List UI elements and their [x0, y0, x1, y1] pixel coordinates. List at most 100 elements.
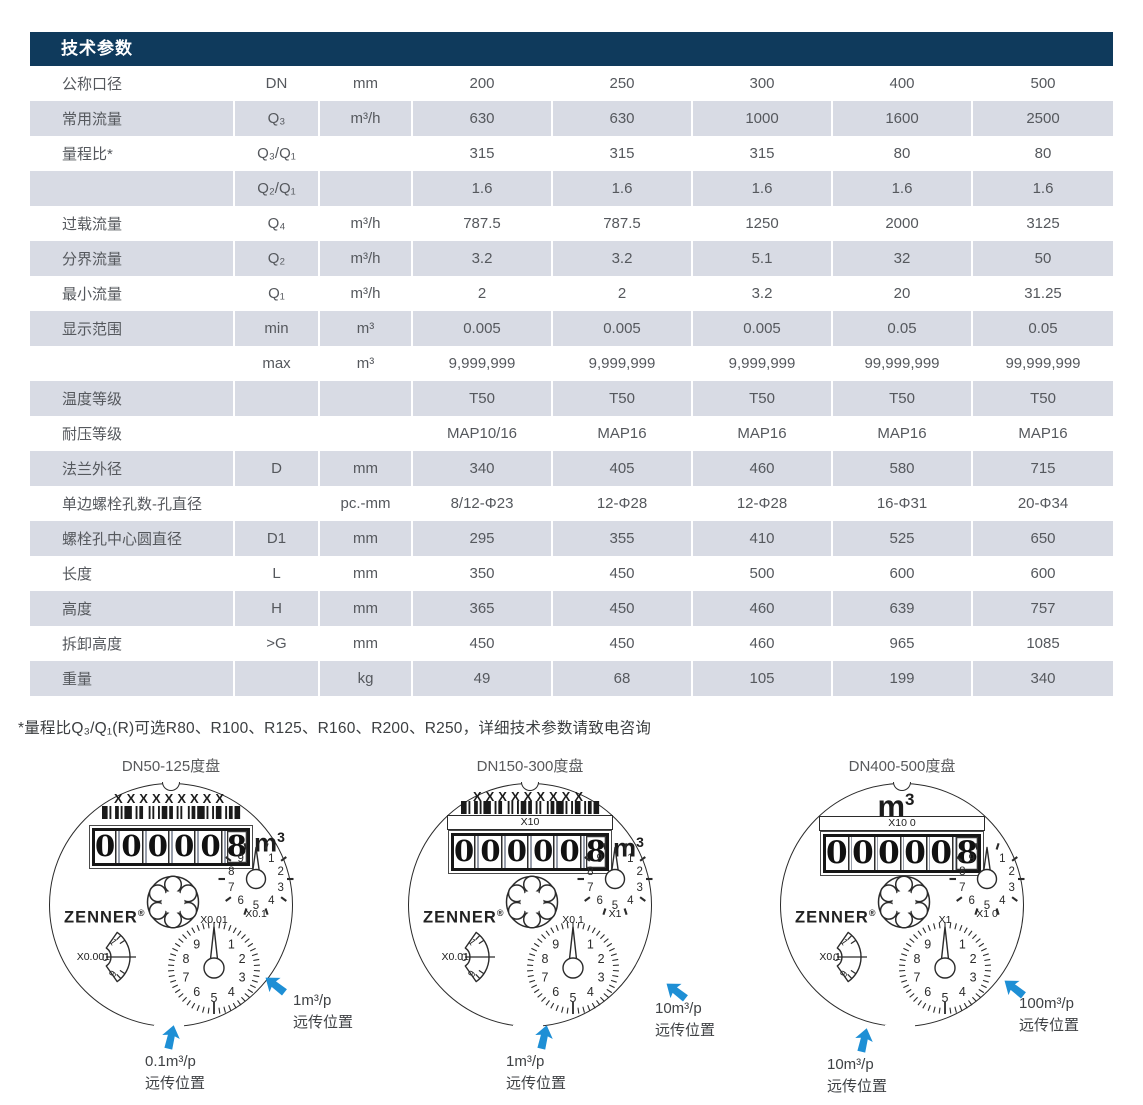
row-value: 340 — [973, 661, 1113, 696]
svg-text:5: 5 — [942, 991, 949, 1005]
svg-text:1: 1 — [837, 937, 849, 948]
row-value: MAP10/16 — [413, 416, 553, 451]
svg-text:9: 9 — [552, 937, 559, 951]
arrow-up-icon — [528, 1021, 559, 1052]
table-row: 最小流量 Q₁ m³/h 2 2 3.2 20 31.25 — [30, 276, 1113, 311]
roller-separator — [847, 837, 853, 870]
svg-text:7: 7 — [228, 882, 234, 894]
row-unit — [320, 136, 413, 171]
odometer-digit: 0 — [454, 834, 475, 868]
row-value: 757 — [973, 591, 1113, 626]
transmitter-position-label: 远传位置 — [1019, 1017, 1080, 1034]
row-value: 1250 — [693, 206, 833, 241]
impeller-icon — [504, 874, 560, 930]
roller-separator — [194, 831, 201, 863]
row-value: 105 — [693, 661, 833, 696]
row-value: T50 — [973, 381, 1113, 416]
row-value: 2500 — [973, 101, 1113, 136]
row-symbol: Q₃/Q₁ — [235, 136, 320, 171]
odometer-digit: 0 — [826, 835, 848, 871]
odometer-digit: 0 — [95, 829, 116, 863]
row-value: MAP16 — [1018, 425, 1068, 442]
table-row: max m³ 9,999,999 9,999,999 9,999,999 99,… — [30, 346, 1113, 381]
barcode-icon — [102, 806, 242, 819]
odometer-digit: 0 — [174, 829, 195, 863]
svg-text:6: 6 — [924, 985, 931, 999]
svg-text:0: 0 — [102, 952, 108, 964]
odometer-digit: 0 — [533, 834, 554, 868]
register-unit: m3 — [254, 827, 285, 858]
row-unit: m³ — [320, 311, 413, 346]
table-row: 单边螺栓孔数-孔直径 pc.-mm 8/12-Φ23 12-Φ28 12-Φ28… — [30, 486, 1113, 521]
row-value: 9,999,999 — [413, 346, 553, 381]
row-symbol: D — [235, 451, 320, 486]
roller-separator — [579, 836, 586, 868]
row-value: 1.6 — [973, 171, 1113, 206]
odometer-digit: 0 — [121, 829, 142, 863]
row-value: 8/12-Φ23 — [413, 486, 553, 521]
table-title-bar: 技术参数 — [30, 32, 1113, 66]
pointer-dial-bottom-label: X0.1 — [562, 914, 584, 926]
svg-text:3: 3 — [277, 882, 283, 894]
svg-text:1: 1 — [627, 853, 633, 865]
row-unit — [320, 416, 413, 451]
row-value: 400 — [833, 66, 973, 101]
row-value: 405 — [553, 451, 693, 486]
row-value: 5.1 — [693, 241, 833, 276]
svg-text:3: 3 — [636, 882, 642, 894]
row-value: 2 — [553, 276, 693, 311]
svg-text:1: 1 — [228, 937, 235, 951]
svg-text:3: 3 — [970, 970, 977, 984]
zenner-logo: ZENNER® — [64, 908, 146, 927]
row-value: 500 — [1030, 75, 1056, 92]
pointer-dial-top-label: X0.1 — [245, 908, 267, 920]
row-value: 2 — [413, 276, 553, 311]
row-value: 80 — [1034, 145, 1052, 162]
row-label: 温度等级 — [30, 381, 235, 416]
row-value: 49 — [413, 661, 553, 696]
dial-title: DN150-300度盘 — [476, 758, 584, 775]
svg-text:8: 8 — [959, 866, 965, 878]
sector-dial-icon: 1 0 9 — [90, 929, 150, 985]
svg-text:7: 7 — [541, 970, 548, 984]
row-value: 99,999,999 — [1005, 355, 1081, 372]
spec-table: 公称口径 DN mm 200 250 300 400 500 常用流量 Q₃ m… — [30, 66, 1113, 696]
svg-text:7: 7 — [913, 970, 920, 984]
row-unit: m³/h — [320, 276, 413, 311]
row-value: 9,999,999 — [693, 346, 833, 381]
transmitter-rate-label: 10m³/p — [827, 1056, 874, 1073]
row-value: 295 — [413, 521, 553, 556]
row-value: MAP16 — [833, 416, 973, 451]
register-multiplier-band: X10 — [447, 815, 613, 830]
row-value: 200 — [413, 66, 553, 101]
row-value: MAP16 — [553, 416, 693, 451]
table-row: 拆卸高度 >G mm 450 450 460 965 1085 — [30, 626, 1113, 661]
svg-text:5: 5 — [984, 900, 990, 912]
svg-text:5: 5 — [570, 991, 577, 1005]
svg-text:8: 8 — [228, 866, 234, 878]
svg-text:4: 4 — [627, 895, 634, 907]
row-value: MAP16 — [693, 416, 833, 451]
row-label: 分界流量 — [30, 241, 235, 276]
sector-dial-label: X0.001 — [76, 951, 110, 963]
row-unit: m³ — [320, 346, 413, 381]
row-value: 630 — [553, 101, 693, 136]
odometer-digit: 0 — [559, 834, 580, 868]
row-value: 450 — [413, 626, 553, 661]
row-value: 250 — [553, 66, 693, 101]
zenner-logo: ZENNER® — [423, 908, 505, 927]
row-value: 315 — [553, 136, 693, 171]
svg-text:1: 1 — [465, 937, 477, 948]
row-value: 500 — [693, 556, 833, 591]
row-value: 0.005 — [413, 311, 553, 346]
row-label: 重量 — [30, 661, 235, 696]
row-value: 3.2 — [693, 276, 833, 311]
row-value: 9,999,999 — [553, 346, 693, 381]
barcode-icon — [461, 801, 601, 814]
row-unit: mm — [320, 521, 413, 556]
